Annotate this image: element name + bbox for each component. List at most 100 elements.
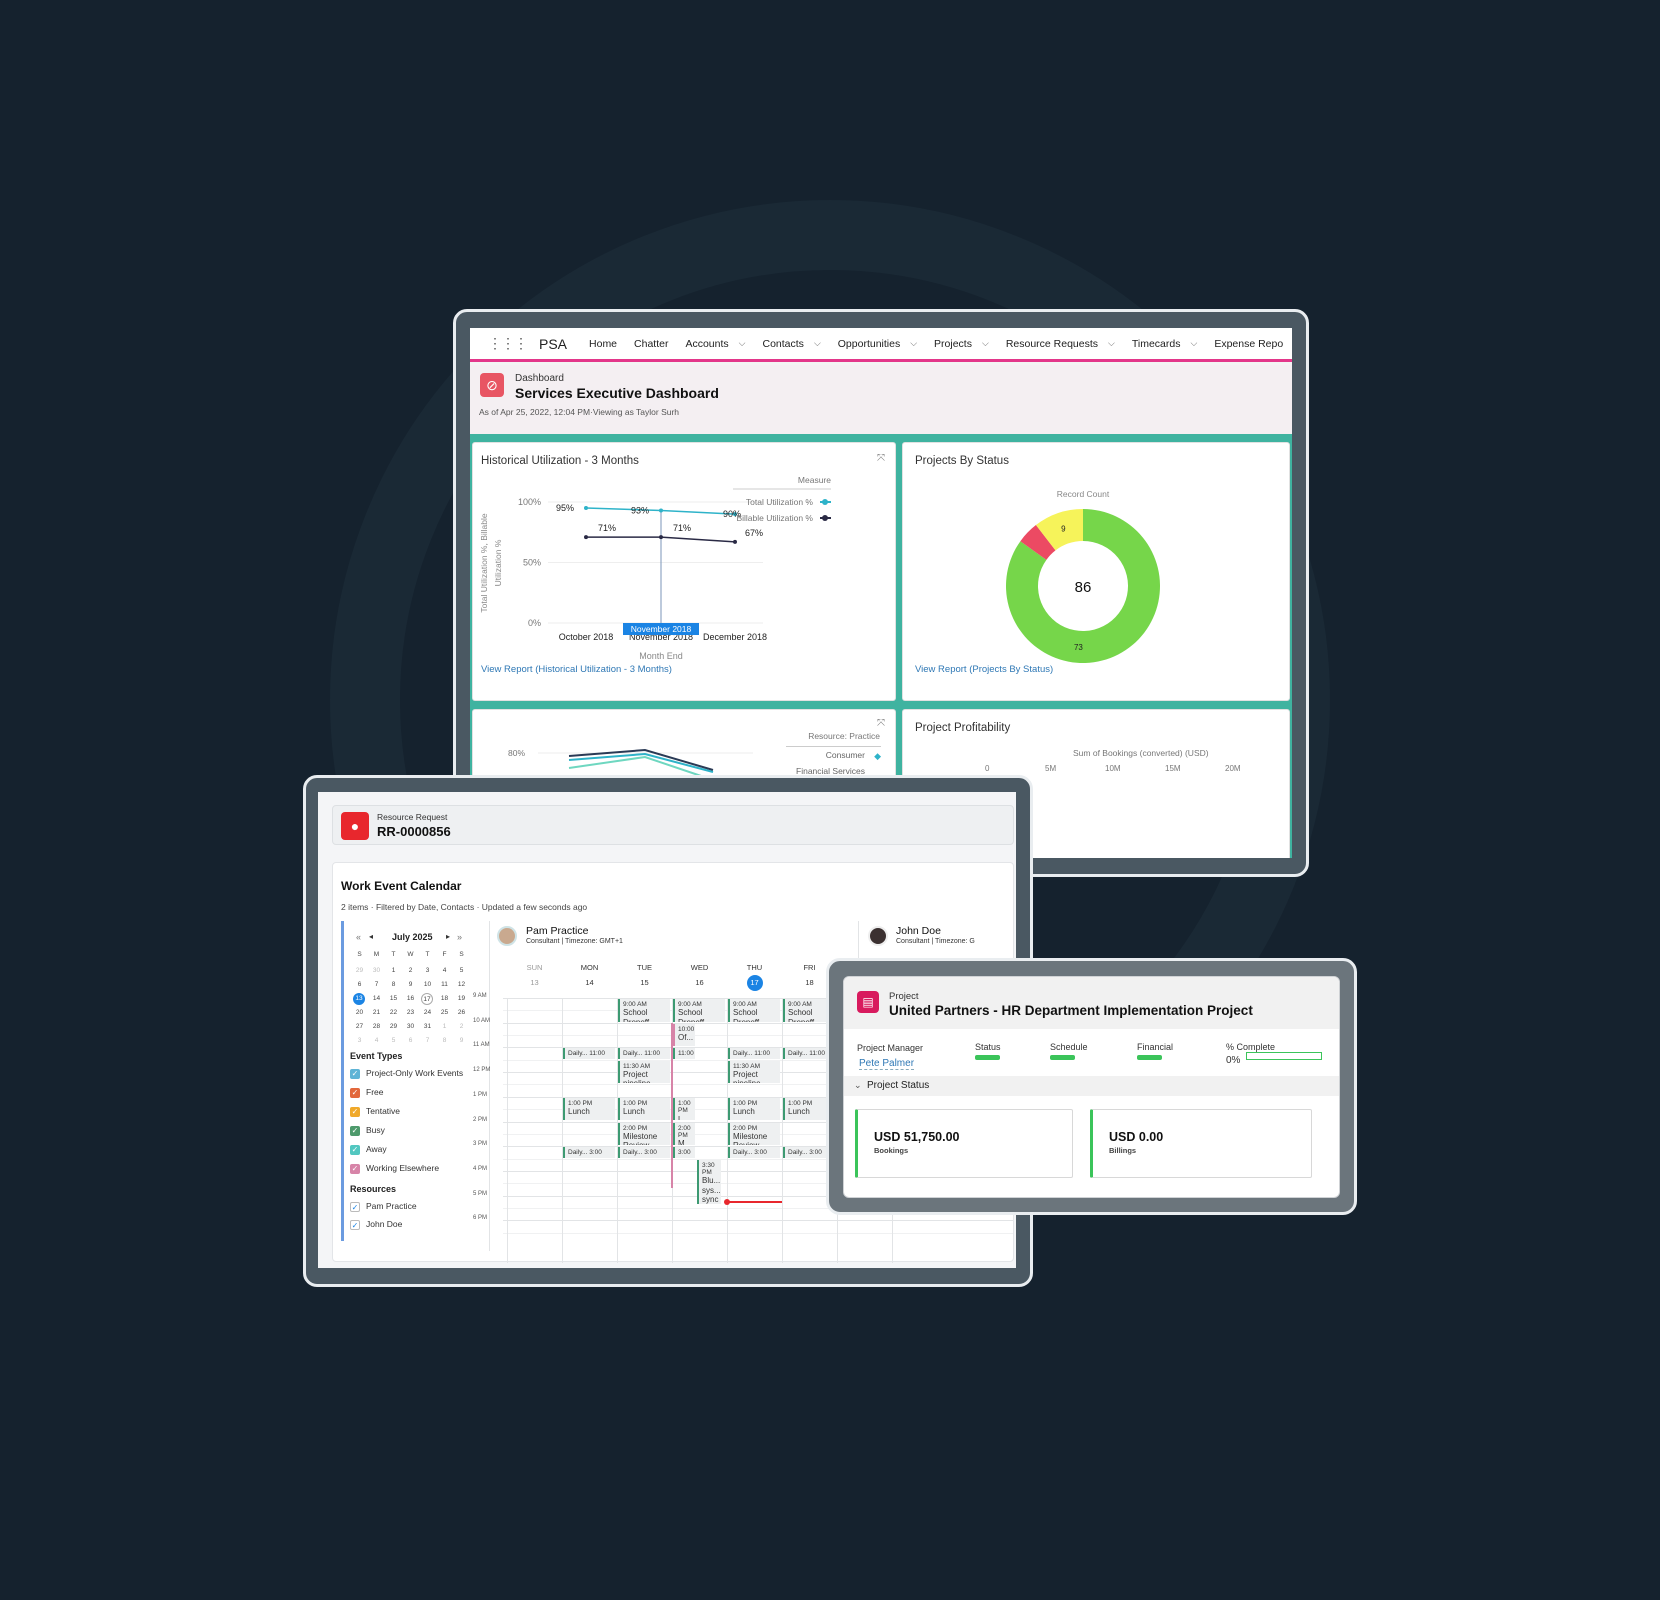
day-date[interactable]: 13: [530, 978, 539, 987]
nav-item-accounts[interactable]: Accounts ⌵: [685, 338, 745, 350]
app-launcher-icon[interactable]: ⋮⋮⋮: [488, 335, 528, 351]
calendar-day[interactable]: 2: [408, 967, 413, 974]
calendar-event[interactable]: Daily... 3:00 pm: [563, 1147, 615, 1158]
checkbox[interactable]: ✓: [350, 1068, 360, 1079]
calendar-day[interactable]: 22: [389, 1009, 398, 1016]
calendar-event[interactable]: 3:30 PM Blu... sys... sync: [697, 1159, 721, 1205]
calendar-day[interactable]: 30: [406, 1023, 415, 1030]
calendar-day[interactable]: 6: [408, 1037, 413, 1044]
calendar-day[interactable]: 7: [374, 981, 379, 988]
calendar-event[interactable]: 3:00: [673, 1147, 695, 1158]
calendar-day[interactable]: 17: [421, 993, 433, 1005]
calendar-day[interactable]: 13: [353, 993, 365, 1005]
resource-filter[interactable]: ✓ John Doe: [350, 1219, 402, 1230]
resource-filter[interactable]: ✓ Pam Practice: [350, 1201, 417, 1212]
event-type-filter[interactable]: ✓ Away: [350, 1144, 387, 1155]
calendar-day[interactable]: 3: [425, 967, 430, 974]
view-report-link[interactable]: View Report (Projects By Status): [915, 664, 1054, 675]
calendar-day[interactable]: 28: [372, 1023, 381, 1030]
calendar-day[interactable]: 11: [441, 981, 448, 988]
calendar-day[interactable]: 5: [391, 1037, 396, 1044]
expand-icon[interactable]: ⤧: [877, 718, 885, 729]
calendar-event[interactable]: 1:00 PM Lunch: [783, 1097, 835, 1121]
calendar-day[interactable]: 6: [357, 981, 362, 988]
calendar-event[interactable]: 1:00 PM L...: [673, 1097, 695, 1121]
calendar-day[interactable]: 1: [442, 1023, 447, 1030]
nav-item-opportunities[interactable]: Opportunities ⌵: [838, 338, 917, 350]
prev-year-icon[interactable]: «: [356, 932, 362, 942]
calendar-day[interactable]: 8: [442, 1037, 447, 1044]
project-status-section[interactable]: ⌄ Project Status: [844, 1076, 1339, 1096]
checkbox[interactable]: ✓: [350, 1201, 360, 1212]
chevron-down-icon[interactable]: ⌵: [813, 338, 821, 348]
chevron-down-icon[interactable]: ⌵: [738, 338, 746, 348]
calendar-event[interactable]: 1:00 PM Lunch: [618, 1097, 670, 1121]
checkbox[interactable]: ✓: [350, 1087, 360, 1098]
checkbox[interactable]: ✓: [350, 1125, 360, 1136]
checkbox[interactable]: ✓: [350, 1219, 360, 1230]
calendar-event[interactable]: Daily... 11:00 am: [728, 1048, 780, 1059]
calendar-day[interactable]: 19: [457, 995, 466, 1002]
calendar-day[interactable]: 9: [408, 981, 413, 988]
calendar-event[interactable]: Daily... 11:00 am: [618, 1048, 670, 1059]
nav-item-expense-repo[interactable]: Expense Repo: [1214, 338, 1283, 350]
calendar-day[interactable]: 23: [406, 1009, 415, 1016]
manager-link[interactable]: Pete Palmer: [859, 1058, 915, 1070]
calendar-day[interactable]: 8: [391, 981, 396, 988]
view-report-link[interactable]: View Report (Historical Utilization - 3 …: [481, 664, 672, 675]
chevron-down-icon[interactable]: ⌵: [981, 338, 989, 348]
event-type-filter[interactable]: ✓ Working Elsewhere: [350, 1163, 439, 1174]
day-date[interactable]: 17: [746, 975, 763, 991]
event-type-filter[interactable]: ✓ Project-Only Work Events: [350, 1068, 463, 1079]
calendar-event[interactable]: 1:00 PM Lunch: [728, 1097, 780, 1121]
calendar-event[interactable]: Daily... 11:00 am: [563, 1048, 615, 1059]
calendar-day[interactable]: 26: [457, 1009, 466, 1016]
calendar-day[interactable]: 31: [423, 1023, 432, 1030]
calendar-day[interactable]: 18: [440, 995, 449, 1002]
calendar-day[interactable]: 1: [391, 967, 396, 974]
chevron-down-icon[interactable]: ⌵: [1108, 338, 1115, 348]
calendar-day[interactable]: 29: [389, 1023, 398, 1030]
nav-item-resource-requests[interactable]: Resource Requests ⌵: [1006, 338, 1115, 350]
calendar-day[interactable]: 12: [457, 981, 466, 988]
nav-item-contacts[interactable]: Contacts ⌵: [763, 338, 821, 350]
event-type-filter[interactable]: ✓ Free: [350, 1087, 383, 1098]
nav-item-home[interactable]: Home: [589, 338, 617, 350]
calendar-day[interactable]: 14: [372, 995, 381, 1002]
prev-month-icon[interactable]: ◂: [369, 932, 374, 941]
calendar-day[interactable]: 16: [406, 995, 415, 1002]
nav-item-chatter[interactable]: Chatter: [634, 338, 668, 350]
expand-icon[interactable]: ⤧: [877, 453, 885, 464]
nav-item-projects[interactable]: Projects ⌵: [934, 338, 989, 350]
calendar-day[interactable]: 24: [423, 1009, 432, 1016]
calendar-day[interactable]: 21: [372, 1009, 381, 1016]
calendar-event[interactable]: Daily... 3:00 pm: [618, 1147, 670, 1158]
checkbox[interactable]: ✓: [350, 1144, 360, 1155]
day-date[interactable]: 14: [585, 978, 594, 987]
checkbox[interactable]: ✓: [350, 1163, 360, 1174]
event-type-filter[interactable]: ✓ Busy: [350, 1125, 385, 1136]
calendar-day[interactable]: 15: [389, 995, 398, 1002]
calendar-day[interactable]: 2: [459, 1023, 464, 1030]
calendar-day[interactable]: 30: [372, 967, 381, 974]
calendar-day[interactable]: 10: [423, 981, 432, 988]
calendar-day[interactable]: 5: [459, 967, 464, 974]
calendar-event[interactable]: 10:00 Of...: [673, 1023, 695, 1047]
calendar-day[interactable]: 20: [355, 1009, 364, 1016]
calendar-event[interactable]: 2:00 PMM... R: [673, 1122, 695, 1146]
calendar-day[interactable]: 4: [374, 1037, 379, 1044]
chevron-down-icon[interactable]: ⌵: [910, 338, 918, 348]
calendar-day[interactable]: 29: [355, 967, 364, 974]
chevron-down-icon[interactable]: ⌵: [1190, 338, 1198, 348]
event-type-filter[interactable]: ✓ Tentative: [350, 1106, 400, 1117]
calendar-day[interactable]: 7: [425, 1037, 430, 1044]
calendar-day[interactable]: 27: [355, 1023, 364, 1030]
calendar-day[interactable]: 9: [459, 1037, 464, 1044]
